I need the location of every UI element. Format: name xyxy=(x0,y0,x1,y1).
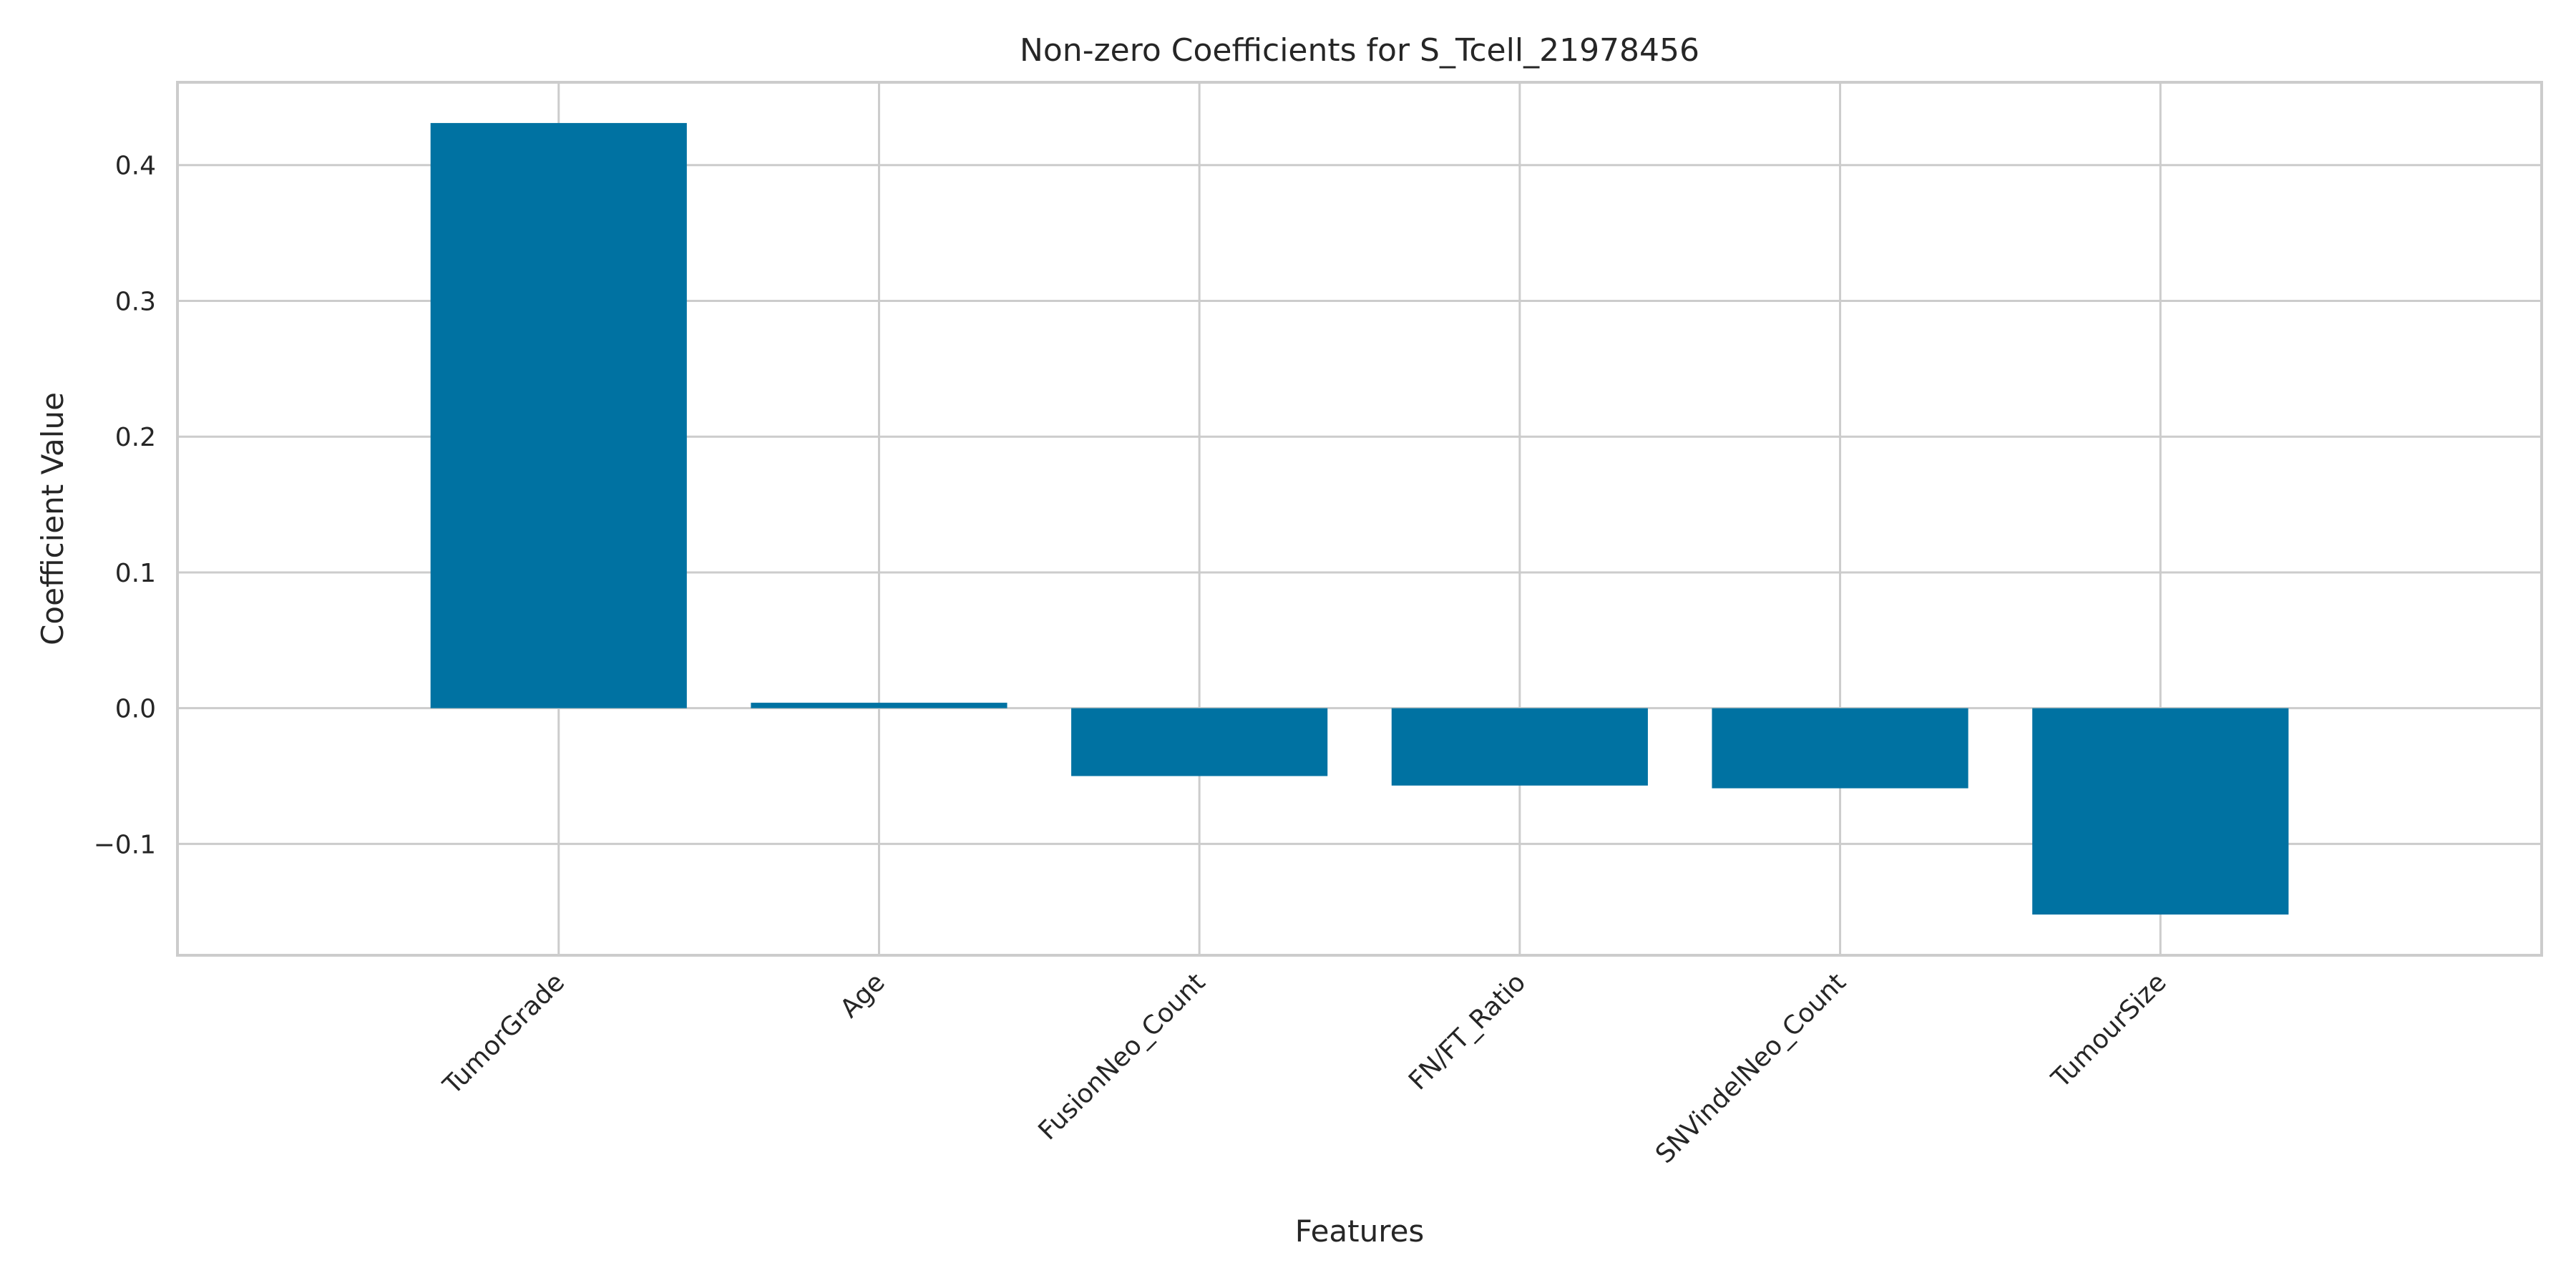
bar-tumoursize xyxy=(2032,708,2289,915)
y-tick-label: −0.1 xyxy=(94,830,156,859)
bar-fusionneo-count xyxy=(1071,708,1328,776)
y-tick-label: 0.1 xyxy=(115,559,156,588)
y-tick-label: 0.2 xyxy=(115,423,156,452)
x-tick-labels: TumorGrade Age FusionNeo_Count FN/FT_Ratio S… xyxy=(437,967,2172,1169)
y-axis-title: Coefficient Value xyxy=(35,392,70,645)
bars xyxy=(430,122,2289,915)
x-tick-label: FN/FT_Ratio xyxy=(1403,967,1531,1096)
bar-tumorgrade xyxy=(430,122,687,708)
x-tick-label: TumourSize xyxy=(2046,967,2172,1094)
x-axis-title: Features xyxy=(1295,1214,1425,1249)
y-tick-labels: −0.1 0.0 0.1 0.2 0.3 0.4 xyxy=(94,152,156,860)
x-tick-label: FusionNeo_Count xyxy=(1033,967,1211,1146)
plot-frame xyxy=(176,81,2543,957)
bar-fn-ft-ratio xyxy=(1391,708,1648,786)
x-tick-label: Age xyxy=(835,967,891,1023)
x-tick-label: SNVindelNeo_Count xyxy=(1650,967,1852,1169)
y-tick-label: 0.0 xyxy=(115,695,156,724)
chart-title: Non-zero Coefficients for S_Tcell_219784… xyxy=(1020,32,1699,69)
bar-snvindelneo-count xyxy=(1712,708,1968,789)
bar-age xyxy=(751,703,1008,708)
x-tick-label: TumorGrade xyxy=(437,967,570,1101)
y-tick-label: 0.3 xyxy=(115,287,156,316)
y-tick-label: 0.4 xyxy=(115,152,156,181)
